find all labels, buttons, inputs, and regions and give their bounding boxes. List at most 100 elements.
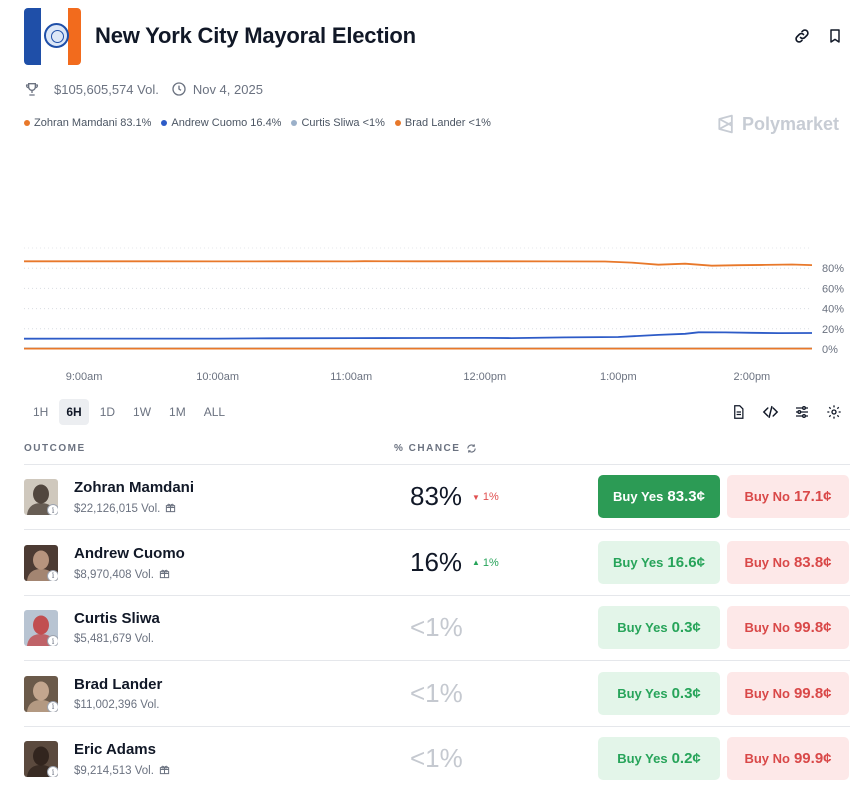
candidate-name[interactable]: Andrew Cuomo xyxy=(74,544,185,562)
candidate-name[interactable]: Curtis Sliwa xyxy=(74,610,160,627)
series-line-zohran-mamdani xyxy=(24,260,813,267)
buy-no-button[interactable]: Buy No 99.8¢ xyxy=(727,671,849,715)
settings-gear-icon[interactable] xyxy=(825,403,843,421)
legend-dot xyxy=(394,120,401,126)
candidate-avatar: i xyxy=(24,610,58,646)
outcome-row[interactable]: i Andrew Cuomo $8,970,408 Vol. 16% ▲ 1% Buy Ye… xyxy=(24,531,850,596)
volume-value: $5,481,679 Vol. xyxy=(74,633,154,645)
buy-yes-button[interactable]: Buy Yes 0.2¢ xyxy=(598,737,720,780)
chart-legend: Zohran Mamdani 83.1% Andrew Cuomo 16.4% … xyxy=(24,116,501,130)
buy-no-price: 99.8¢ xyxy=(793,684,832,702)
legend-dot xyxy=(24,120,30,126)
price-history-chart[interactable]: 80% 60% 40% 20% 0% 9:00am 10:00am 11:00am 12:00p… xyxy=(0,150,867,390)
gift-icon xyxy=(154,568,170,582)
market-header: New York City Mayoral Election xyxy=(24,8,854,66)
info-icon[interactable]: i xyxy=(47,635,58,646)
info-icon[interactable]: i xyxy=(47,504,58,515)
buy-yes-button[interactable]: Buy Yes 0.3¢ xyxy=(598,606,720,649)
total-volume: $105,605,574 Vol. xyxy=(54,81,159,97)
buy-no-button[interactable]: Buy No 99.9¢ xyxy=(727,737,849,780)
buy-no-price: 99.9¢ xyxy=(793,750,832,767)
buy-yes-label: Buy Yes xyxy=(617,685,668,701)
page-title: New York City Mayoral Election xyxy=(95,23,416,48)
legend-item: Andrew Cuomo 16.4% xyxy=(161,117,281,129)
range-1m[interactable]: 1M xyxy=(169,405,186,419)
buy-no-label: Buy No xyxy=(744,751,790,766)
link-icon[interactable] xyxy=(792,26,812,46)
range-all[interactable]: ALL xyxy=(203,405,226,419)
refresh-icon[interactable] xyxy=(466,443,477,454)
chance-value: <1% xyxy=(410,743,463,773)
candidate-volume: $22,126,015 Vol. xyxy=(74,502,176,516)
legend-item: Curtis Sliwa <1% xyxy=(291,117,385,129)
buy-no-label: Buy No xyxy=(744,554,790,570)
time-range-selector: 1H 6H 1D 1W 1M ALL xyxy=(26,399,236,425)
volume-value: $8,970,408 Vol. xyxy=(74,568,154,581)
buy-yes-button[interactable]: Buy Yes 0.3¢ xyxy=(598,671,720,715)
polymarket-logo-icon xyxy=(718,114,733,134)
col-chance: % CHANCE xyxy=(394,443,477,454)
buy-no-button[interactable]: Buy No 83.8¢ xyxy=(727,540,849,584)
range-6h[interactable]: 6H xyxy=(59,399,89,425)
legend-item: Zohran Mamdani 83.1% xyxy=(24,117,151,129)
volume-value: $11,002,396 Vol. xyxy=(74,698,160,711)
info-icon[interactable]: i xyxy=(47,766,58,777)
trophy-icon xyxy=(24,81,40,97)
legend-dot xyxy=(161,120,168,126)
document-icon[interactable] xyxy=(729,403,747,421)
buy-no-button[interactable]: Buy No 17.1¢ xyxy=(727,475,849,518)
legend-label: Zohran Mamdani 83.1% xyxy=(34,117,152,129)
delta-value: 1% xyxy=(482,556,499,569)
info-icon[interactable]: i xyxy=(47,700,58,712)
legend-label: Brad Lander <1% xyxy=(404,117,491,129)
buy-yes-button[interactable]: Buy Yes 16.6¢ xyxy=(598,540,720,584)
candidate-volume: $5,481,679 Vol. xyxy=(74,633,154,645)
range-1w[interactable]: 1W xyxy=(133,405,152,419)
candidate-volume: $11,002,396 Vol. xyxy=(74,699,159,711)
volume-value: $9,214,513 Vol. xyxy=(74,765,154,777)
buy-yes-label: Buy Yes xyxy=(613,489,664,504)
buy-yes-label: Buy Yes xyxy=(617,751,668,766)
candidate-volume: $9,214,513 Vol. xyxy=(74,764,170,778)
chance-delta: ▲ 1% xyxy=(472,557,499,569)
buy-yes-price: 16.6¢ xyxy=(667,553,705,571)
x-tick-label: 11:00am xyxy=(330,371,372,383)
candidate-name[interactable]: Eric Adams xyxy=(74,741,156,758)
x-tick-label: 1:00pm xyxy=(600,371,637,383)
buy-yes-label: Buy Yes xyxy=(613,554,664,570)
buy-no-button[interactable]: Buy No 99.8¢ xyxy=(727,606,849,649)
range-1d[interactable]: 1D xyxy=(99,405,116,419)
outcome-row[interactable]: i Curtis Sliwa $5,481,679 Vol. <1% Buy Yes 0.… xyxy=(24,596,850,661)
candidate-name[interactable]: Brad Lander xyxy=(74,675,163,693)
outcome-row[interactable]: i Brad Lander $11,002,396 Vol. <1% Buy Yes 0.… xyxy=(24,662,850,727)
y-tick-label: 20% xyxy=(822,324,844,336)
buy-no-price: 99.8¢ xyxy=(793,619,832,636)
legend-dot xyxy=(291,120,298,126)
chance-value: 83% xyxy=(410,481,463,511)
chance-value: <1% xyxy=(410,677,463,708)
candidate-name[interactable]: Zohran Mamdani xyxy=(74,479,195,496)
sliders-icon[interactable] xyxy=(793,403,811,421)
buy-yes-button[interactable]: Buy Yes 83.3¢ xyxy=(598,475,720,518)
delta-value: 1% xyxy=(482,491,499,503)
col-outcome: OUTCOME xyxy=(24,443,86,454)
embed-code-icon[interactable] xyxy=(761,403,779,421)
gift-icon xyxy=(154,764,170,778)
y-tick-label: 80% xyxy=(822,263,844,275)
outcome-row[interactable]: i Eric Adams $9,214,513 Vol. <1% Buy Yes 0.2¢… xyxy=(24,727,850,789)
outcome-row[interactable]: i Zohran Mamdani $22,126,015 Vol. 83% ▼ 1% Buy… xyxy=(24,465,850,530)
bookmark-icon[interactable] xyxy=(825,26,845,46)
x-tick-label: 12:00pm xyxy=(463,371,506,383)
chart-tools xyxy=(729,403,857,421)
volume-value: $22,126,015 Vol. xyxy=(74,503,161,515)
x-tick-label: 9:00am xyxy=(66,371,103,383)
chance-delta: ▼ 1% xyxy=(472,491,499,503)
polymarket-watermark: Polymarket xyxy=(716,112,839,136)
candidate-avatar: i xyxy=(24,544,58,581)
candidate-volume: $8,970,408 Vol. xyxy=(74,568,170,582)
info-icon[interactable]: i xyxy=(47,569,58,581)
legend-label: Andrew Cuomo 16.4% xyxy=(171,117,282,129)
range-1h[interactable]: 1H xyxy=(33,405,49,419)
candidate-avatar: i xyxy=(24,675,58,712)
chance-value: 16% xyxy=(410,546,463,577)
